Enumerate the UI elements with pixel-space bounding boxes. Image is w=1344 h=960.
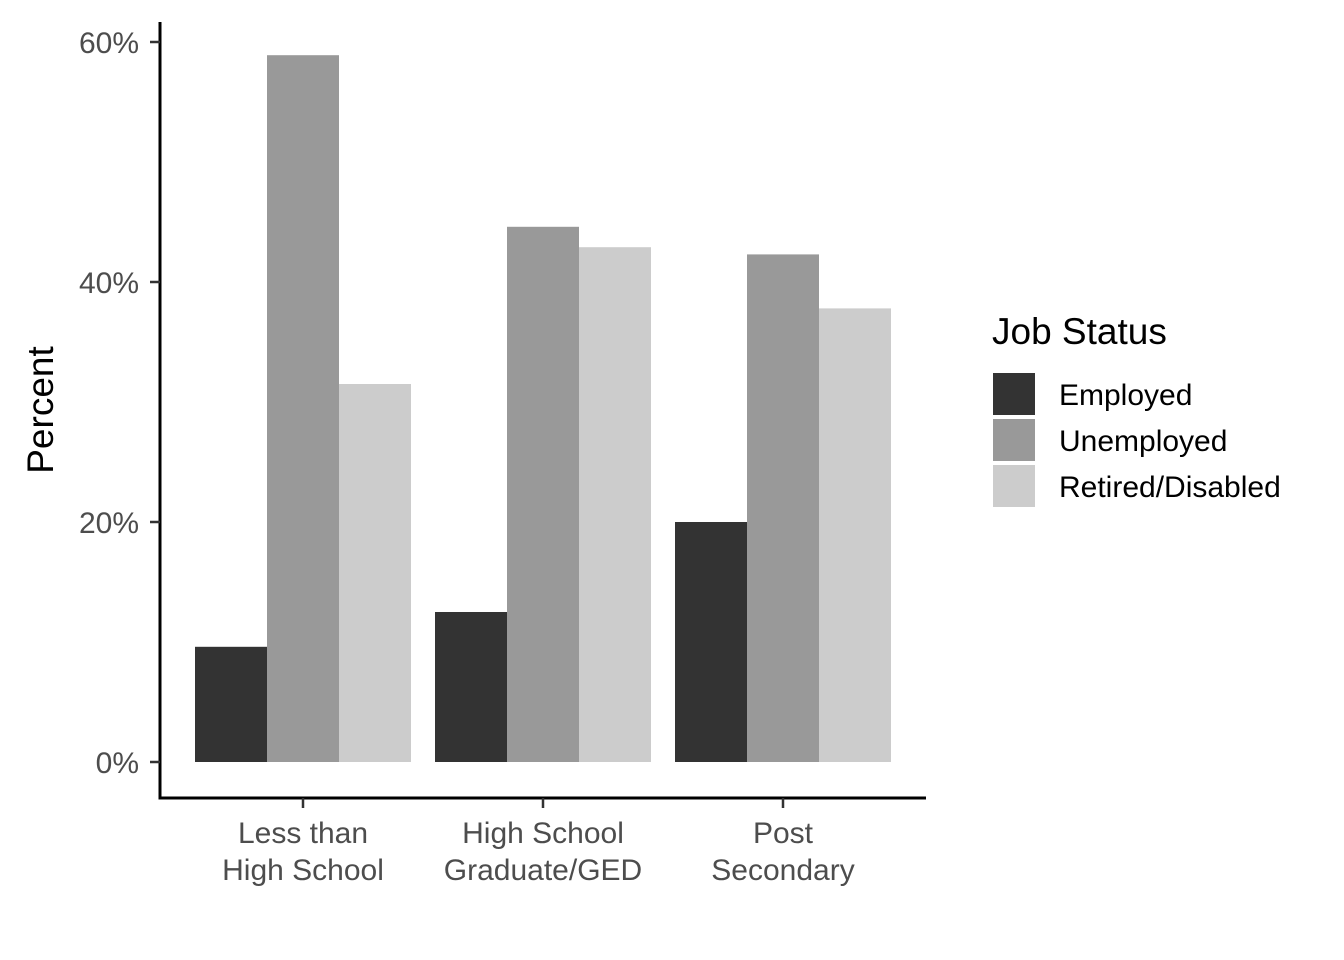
y-tick-label: 20% (79, 507, 139, 540)
bar-retired-disabled-3 (819, 308, 891, 762)
x-category-label: High School (462, 817, 624, 850)
bar-employed-2 (435, 612, 507, 762)
bar-unemployed-2 (507, 226, 579, 763)
legend-key-retired-disabled (993, 465, 1035, 507)
legend-key-employed (993, 373, 1035, 415)
x-category-label: Secondary (711, 854, 854, 887)
y-axis-title: Percent (20, 346, 61, 474)
x-category-labels: Less than High School High School Graduate/… (222, 798, 855, 887)
y-tick-label: 0% (96, 747, 139, 780)
bar-employed-1 (195, 646, 267, 762)
x-category-label: Graduate/GED (444, 854, 642, 887)
y-tick-label: 60% (79, 27, 139, 60)
legend-label: Unemployed (1059, 425, 1227, 458)
x-category-label: High School (222, 854, 384, 887)
legend-label: Employed (1059, 379, 1192, 412)
bars-layer (195, 55, 891, 763)
bar-retired-disabled-1 (339, 384, 411, 762)
x-category-label: Less than (238, 817, 368, 850)
bar-retired-disabled-2 (579, 247, 651, 762)
x-category-label: Post (753, 817, 814, 850)
y-ticks: 0% 20% 40% 60% (79, 27, 160, 780)
bar-employed-3 (675, 522, 747, 762)
y-tick-label: 40% (79, 267, 139, 300)
legend-title: Job Status (992, 311, 1167, 352)
legend-label: Retired/Disabled (1059, 471, 1281, 504)
legend-key-unemployed (993, 419, 1035, 461)
bar-unemployed-3 (747, 254, 819, 762)
bar-unemployed-1 (267, 55, 339, 762)
legend: Job Status Employed Unemployed Retired/Dis… (992, 311, 1281, 507)
